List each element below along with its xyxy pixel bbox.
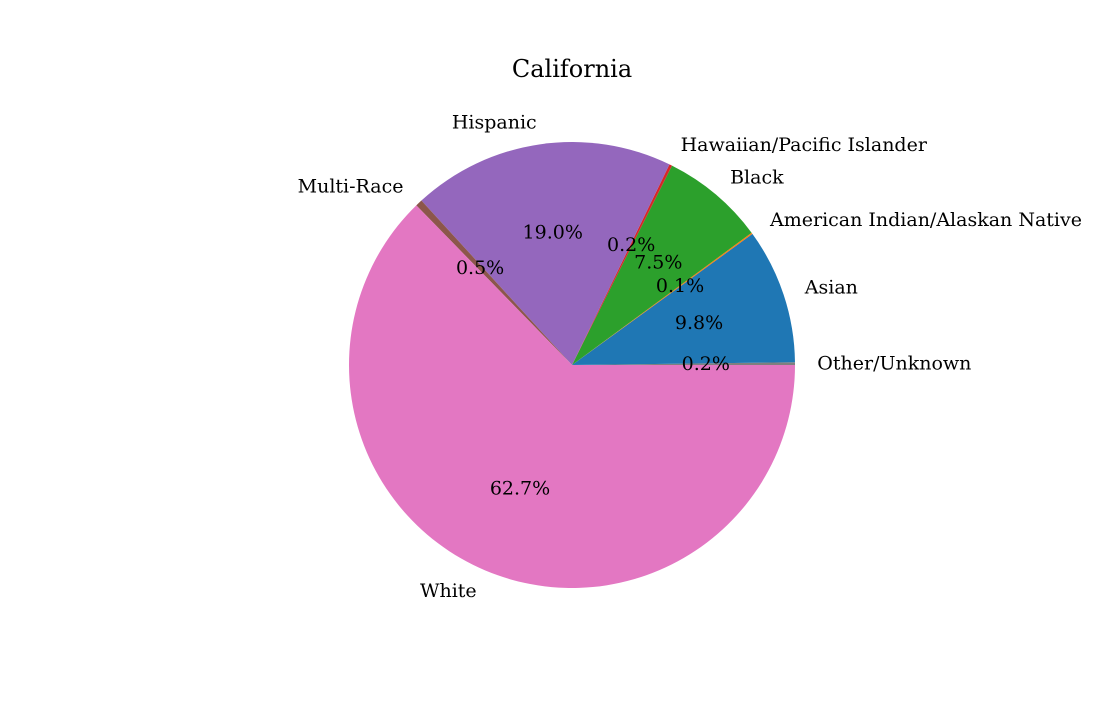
- percent-label-white: 62.7%: [490, 477, 550, 499]
- pie-slice-white: [349, 205, 795, 589]
- slice-label-black: Black: [730, 167, 784, 189]
- percent-label-multi-race: 0.5%: [456, 257, 504, 279]
- percent-label-asian: 9.8%: [675, 312, 723, 334]
- pie-slice-multi-race: [416, 200, 572, 365]
- pie-slice-hawaiian-pacific-islander: [572, 164, 672, 365]
- percent-label-hawaiian-pacific-islander: 0.2%: [607, 234, 655, 256]
- pie-slice-american-indian-alaskan-native: [572, 232, 753, 365]
- pie-slice-hispanic: [421, 141, 670, 365]
- slice-label-american-indian-alaskan-native: American Indian/Alaskan Native: [769, 209, 1082, 231]
- slice-label-multi-race: Multi-Race: [298, 176, 404, 198]
- percent-label-black: 7.5%: [634, 252, 682, 274]
- pie-slice-black: [572, 165, 752, 365]
- slice-label-other-unknown: Other/Unknown: [817, 353, 971, 375]
- slice-label-asian: Asian: [804, 277, 858, 299]
- slice-label-hawaiian-pacific-islander: Hawaiian/Pacific Islander: [681, 134, 928, 156]
- percent-label-hispanic: 19.0%: [523, 222, 583, 244]
- pie-slices: [349, 141, 795, 589]
- pie-slice-other-unknown: [572, 362, 795, 365]
- slice-labels: Other/Unknown Asian American Indian/Alaska…: [298, 111, 1082, 602]
- pie-slice-asian: [572, 233, 795, 365]
- slice-label-hispanic: Hispanic: [452, 111, 537, 133]
- percent-label-other-unknown: 0.2%: [682, 353, 730, 375]
- percent-label-american-indian-alaskan-native: 0.1%: [656, 275, 704, 297]
- slice-label-white: White: [420, 580, 477, 602]
- chart-title: California: [512, 55, 632, 83]
- percent-labels: 0.2%9.8%0.1%7.5%0.2%19.0%0.5%62.7%: [456, 222, 730, 500]
